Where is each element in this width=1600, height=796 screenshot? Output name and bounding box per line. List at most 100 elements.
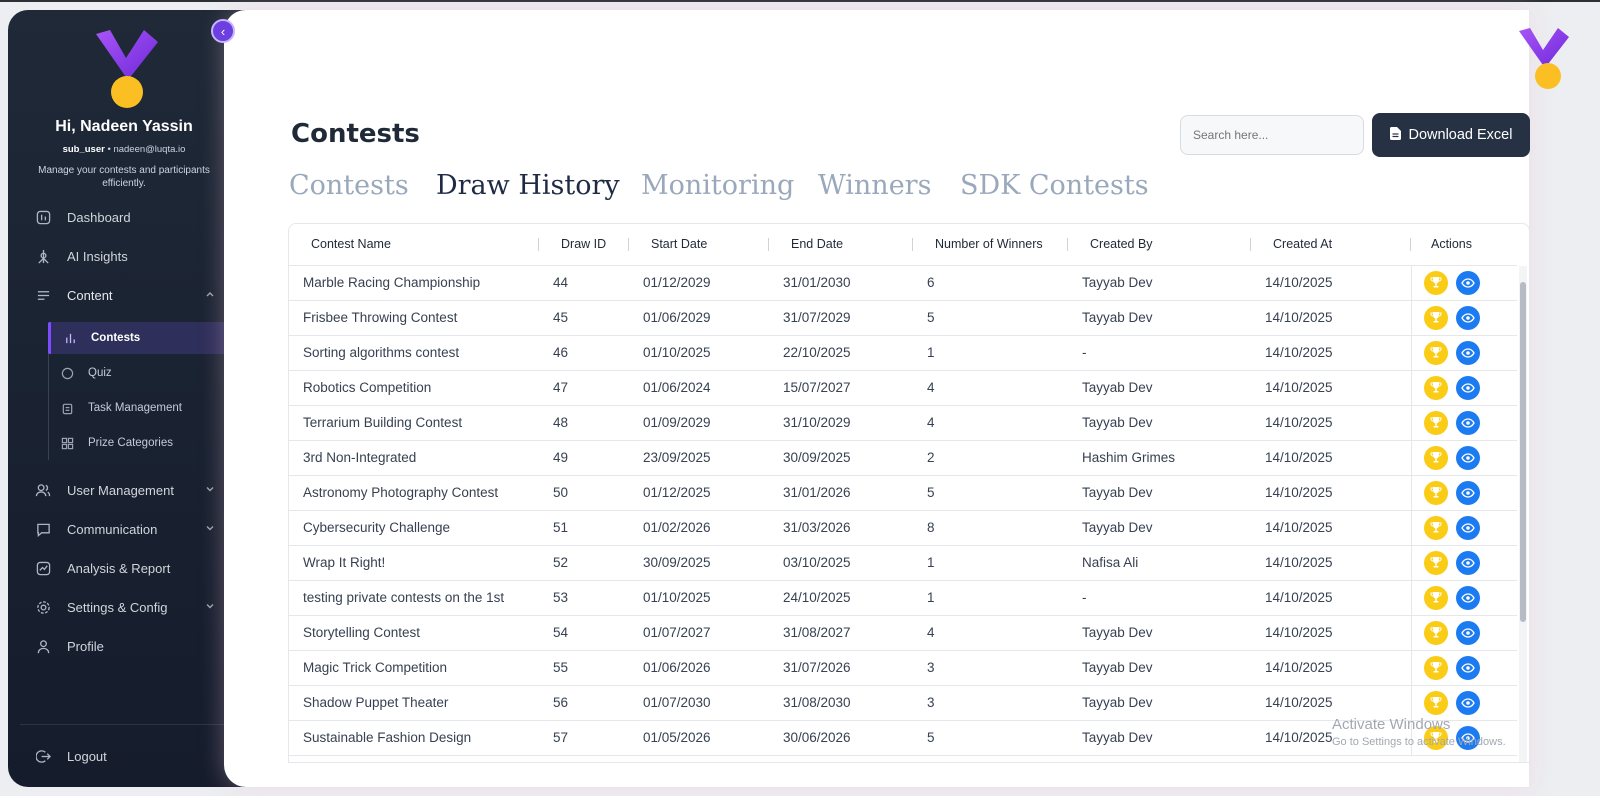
trophy-icon[interactable] — [1423, 655, 1448, 680]
sidebar-subitem-quiz[interactable]: Quiz — [48, 357, 240, 389]
table-cell: 5 — [913, 720, 1068, 756]
sidebar-item-analysis-report[interactable]: Analysis & Report — [8, 550, 240, 586]
gear-icon — [35, 599, 51, 615]
eye-icon[interactable] — [1455, 375, 1480, 400]
sidebar-collapse-button[interactable]: ‹ — [211, 19, 235, 43]
table-cell: 14/10/2025 — [1251, 265, 1411, 301]
sidebar-item-label: Profile — [67, 638, 104, 654]
page-title: Contests — [291, 119, 420, 149]
sidebar-item-profile[interactable]: Profile — [8, 628, 240, 664]
tab-winners[interactable]: Winners — [818, 170, 932, 201]
sidebar-subitem-task-management[interactable]: Task Management — [48, 392, 240, 424]
sidebar-item-user-management[interactable]: User Management — [8, 472, 240, 508]
logout-label: Logout — [67, 748, 107, 764]
trophy-icon[interactable] — [1423, 690, 1448, 715]
table-cell: 52 — [539, 545, 629, 581]
column-header[interactable]: Contest Name — [289, 224, 539, 266]
chevron-down-icon — [204, 522, 216, 534]
sidebar-item-label: Dashboard — [67, 209, 131, 225]
sidebar-item-ai-insights[interactable]: AI Insights — [8, 238, 240, 274]
dashboard-icon — [35, 209, 51, 225]
trophy-icon[interactable] — [1423, 550, 1448, 575]
eye-icon[interactable] — [1455, 410, 1480, 435]
eye-icon[interactable] — [1455, 340, 1480, 365]
column-separator — [912, 238, 913, 251]
tab-monitoring[interactable]: Monitoring — [641, 170, 795, 201]
user-role: sub_user — [62, 144, 105, 155]
column-header-label: Created By — [1090, 237, 1153, 252]
sidebar-subitem-label: Quiz — [88, 367, 112, 379]
column-header[interactable]: Number of Winners — [913, 224, 1068, 266]
trophy-icon[interactable] — [1423, 270, 1448, 295]
table-cell: 14/10/2025 — [1251, 370, 1411, 406]
column-header[interactable]: End Date — [769, 224, 913, 266]
trophy-icon[interactable] — [1423, 340, 1448, 365]
sidebar-item-communication[interactable]: Communication — [8, 511, 240, 547]
trophy-icon[interactable] — [1423, 480, 1448, 505]
column-header[interactable]: Created By — [1068, 224, 1251, 266]
trophy-icon[interactable] — [1423, 445, 1448, 470]
logout-divider — [20, 724, 240, 725]
trophy-icon[interactable] — [1423, 375, 1448, 400]
table-cell: Tayyab Dev — [1068, 685, 1251, 721]
table-cell: 45 — [539, 300, 629, 336]
eye-icon[interactable] — [1455, 515, 1480, 540]
tab-draw-history[interactable]: Draw History — [436, 170, 620, 201]
sidebar-item-dashboard[interactable]: Dashboard — [8, 199, 240, 235]
table-cell: 14/10/2025 — [1251, 440, 1411, 476]
column-header[interactable]: Start Date — [629, 224, 769, 266]
column-header-label: Number of Winners — [935, 237, 1043, 252]
tab-sdk-contests[interactable]: SDK Contests — [960, 170, 1149, 201]
download-excel-button[interactable]: Download Excel — [1372, 113, 1530, 157]
table-row: testing private contests on the 1st 53 01/… — [289, 580, 1517, 616]
eye-icon[interactable] — [1455, 445, 1480, 470]
table-cell: - — [1068, 335, 1251, 371]
column-header[interactable]: Created At — [1251, 224, 1411, 266]
eye-icon[interactable] — [1455, 620, 1480, 645]
trophy-icon[interactable] — [1423, 725, 1448, 750]
eye-icon[interactable] — [1455, 550, 1480, 575]
eye-icon[interactable] — [1455, 725, 1480, 750]
file-icon — [1389, 126, 1401, 144]
search-input[interactable] — [1180, 115, 1364, 155]
eye-icon[interactable] — [1455, 305, 1480, 330]
eye-icon[interactable] — [1455, 655, 1480, 680]
table-scrollbar[interactable] — [1519, 266, 1527, 762]
logout-button[interactable]: Logout — [8, 738, 240, 774]
tab-contests[interactable]: Contests — [289, 170, 409, 201]
table-cell: 48 — [539, 405, 629, 441]
sidebar-item-label: Content — [67, 287, 113, 303]
eye-icon[interactable] — [1455, 480, 1480, 505]
trophy-icon[interactable] — [1423, 585, 1448, 610]
sidebar-subitem-contests[interactable]: Contests — [48, 322, 240, 354]
eye-icon[interactable] — [1455, 585, 1480, 610]
table-cell: 14/10/2025 — [1251, 300, 1411, 336]
table-row: Storytelling Contest 54 01/07/2027 31/08/20… — [289, 615, 1517, 651]
trophy-icon[interactable] — [1423, 410, 1448, 435]
table-cell: 5 — [913, 475, 1068, 511]
column-separator — [538, 238, 539, 251]
table-cell: 31/08/2030 — [769, 685, 913, 721]
sidebar-item-settings-config[interactable]: Settings & Config — [8, 589, 240, 625]
table-cell: 14/10/2025 — [1251, 615, 1411, 651]
sidebar-item-content[interactable]: Content — [8, 277, 240, 313]
trophy-icon[interactable] — [1423, 515, 1448, 540]
column-header[interactable]: Draw ID — [539, 224, 629, 266]
windows-activation-watermark: Activate Windows Go to Settings to activ… — [1332, 716, 1506, 748]
sidebar-subitem-prize-categories[interactable]: Prize Categories — [48, 427, 240, 459]
row-actions — [1410, 650, 1517, 686]
eye-icon[interactable] — [1455, 270, 1480, 295]
trophy-icon[interactable] — [1423, 620, 1448, 645]
column-separator — [768, 238, 769, 251]
sidebar-item-label: User Management — [67, 482, 174, 498]
clipboard-icon — [60, 401, 74, 415]
top-border — [0, 0, 1600, 2]
row-actions — [1410, 545, 1517, 581]
table-cell: 31/07/2026 — [769, 650, 913, 686]
scrollbar-thumb[interactable] — [1520, 282, 1526, 622]
eye-icon[interactable] — [1455, 690, 1480, 715]
logout-icon — [35, 748, 51, 764]
table-row: 3rd Non-Integrated 49 23/09/2025 30/09/2025… — [289, 440, 1517, 476]
trophy-icon[interactable] — [1423, 305, 1448, 330]
table-cell: 01/12/2025 — [629, 475, 769, 511]
